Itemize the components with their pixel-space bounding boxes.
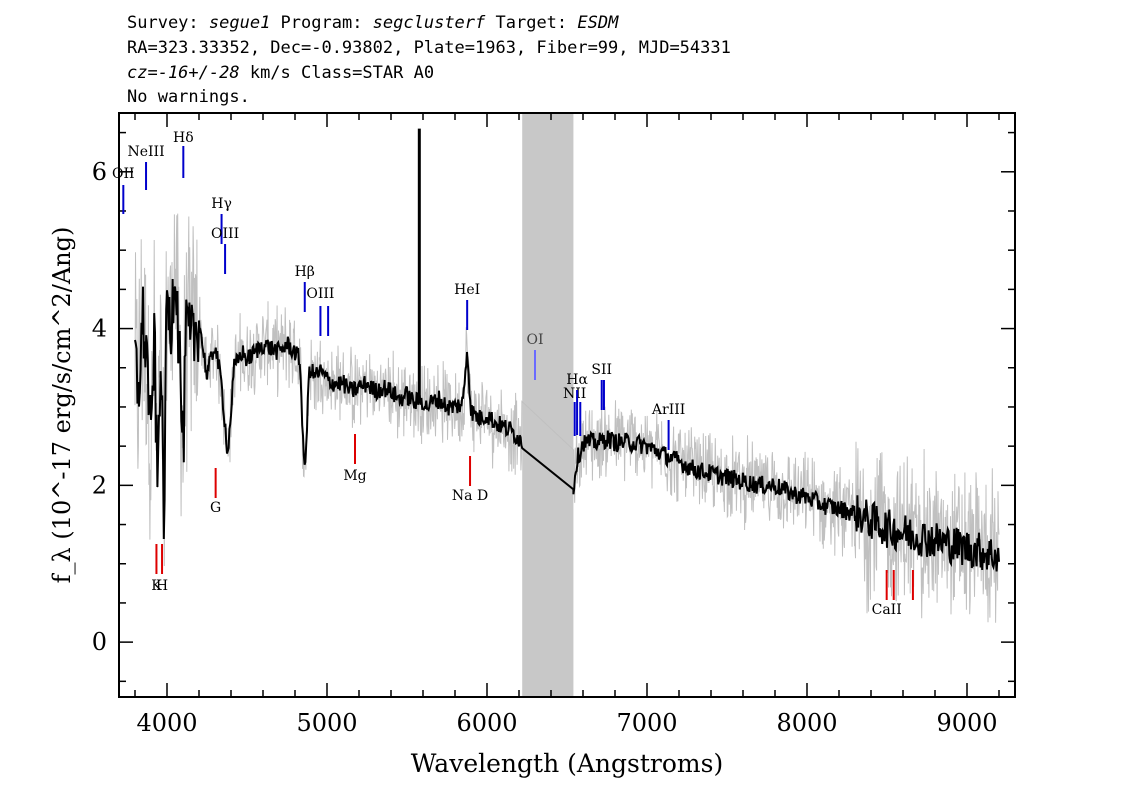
y-tick-label: 4 xyxy=(92,315,107,343)
header-line-2: RA=323.33352, Dec=-0.93802, Plate=1963, … xyxy=(127,38,731,58)
line-label: NII xyxy=(563,386,586,402)
masked-region xyxy=(522,113,574,697)
line-label: OII xyxy=(112,166,135,182)
program-label: Program: xyxy=(270,13,373,33)
x-tick-label: 7000 xyxy=(616,709,677,737)
x-tick-label: 4000 xyxy=(136,709,197,737)
survey-label: Survey: xyxy=(127,13,209,33)
redshift-value: cz=-16+/-28 xyxy=(127,63,240,83)
line-label: Hγ xyxy=(211,196,232,212)
y-axis-label: f_λ (10^-17 erg/s/cm^2/Ang) xyxy=(48,227,76,584)
noise-band xyxy=(134,213,1000,623)
line-label: H xyxy=(156,578,168,594)
line-label: OIII xyxy=(211,226,239,242)
x-tick-label: 6000 xyxy=(456,709,517,737)
line-label: G xyxy=(210,500,221,516)
line-label: CaII xyxy=(872,602,902,618)
target-label: Target: xyxy=(485,13,578,33)
x-tick-label: 8000 xyxy=(776,709,837,737)
header-line-3: cz=-16+/-28 km/s Class=STAR A0 xyxy=(127,62,434,84)
line-label: Hδ xyxy=(173,130,194,146)
y-tick-label: 0 xyxy=(92,628,107,656)
y-tick-label: 6 xyxy=(92,158,107,186)
line-label: Na D xyxy=(452,488,488,504)
line-label: Mg xyxy=(343,468,366,484)
y-tick-label: 2 xyxy=(92,471,107,499)
line-label: HeI xyxy=(454,282,480,298)
line-label: OI xyxy=(526,332,543,348)
header-line-1: Survey: segue1 Program: segclusterf Targ… xyxy=(127,12,618,34)
plot-frame xyxy=(118,112,1016,698)
line-label: ArIII xyxy=(651,402,685,418)
line-label: Hβ xyxy=(295,264,315,280)
target-value: ESDM xyxy=(577,13,619,33)
program-value: segclusterf xyxy=(372,13,486,33)
line-label: SII xyxy=(591,362,612,378)
line-label: NeIII xyxy=(127,144,164,160)
x-tick-label: 5000 xyxy=(296,709,357,737)
flux-line xyxy=(134,278,1000,572)
class-info: km/s Class=STAR A0 xyxy=(239,63,435,83)
line-label: K xyxy=(151,578,162,594)
header-line-4: No warnings. xyxy=(127,87,250,107)
x-tick-label: 9000 xyxy=(936,709,997,737)
x-axis-label: Wavelength (Angstroms) xyxy=(411,749,723,778)
survey-value: segue1 xyxy=(208,13,271,33)
line-label: OIII xyxy=(306,286,334,302)
line-label: Hα xyxy=(566,372,588,388)
